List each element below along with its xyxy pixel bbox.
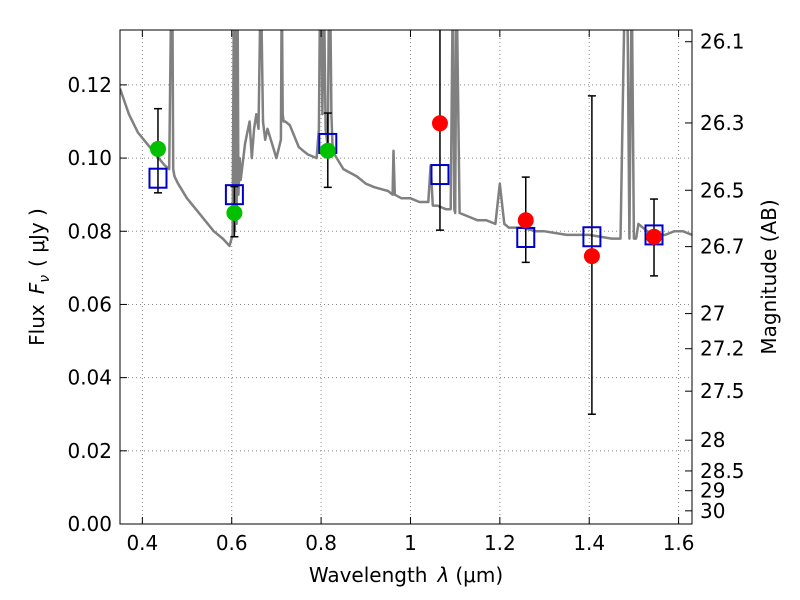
y2-tick-label: 26.5	[700, 178, 745, 202]
x-tick-label: 0.8	[305, 531, 337, 555]
y2-tick-label: 27.5	[700, 379, 745, 403]
plot-frame	[119, 29, 693, 525]
spectrum-line	[120, 30, 692, 248]
y2-tick-label: 27	[700, 302, 725, 326]
y-tick-label: 0.08	[67, 219, 112, 243]
x-axis: 0.4 0.6 0.8 1 1.2 1.4 1.6	[126, 30, 695, 555]
data-point-green	[226, 204, 243, 221]
data-point-red	[517, 212, 534, 229]
data-point-green	[319, 142, 336, 159]
y2-tick-label: 28.5	[700, 459, 745, 483]
data-point-red	[431, 115, 448, 132]
y2-axis-label: Magnitude (AB)	[757, 199, 781, 354]
y-tick-label: 0.10	[67, 146, 112, 170]
x-tick-label: 1	[404, 531, 417, 555]
y-tick-label: 0.06	[67, 292, 112, 316]
data-point-red	[583, 248, 600, 265]
y-axis-label: FluxFν( μJy )	[25, 208, 53, 346]
x-tick-label: 1.2	[484, 531, 516, 555]
y2-tick-label: 26.1	[700, 30, 745, 54]
y2-tick-label: 26.3	[700, 111, 745, 135]
model-square	[582, 226, 602, 248]
y-tick-label: 0.00	[67, 512, 112, 536]
model-spectrum	[120, 30, 692, 248]
y2-tick-label: 30	[700, 499, 725, 523]
x-tick-label: 0.4	[126, 531, 158, 555]
y-tick-label: 0.04	[67, 366, 112, 390]
y2-tick-label: 28	[700, 428, 725, 452]
y-tick-label: 0.12	[67, 73, 112, 97]
data-point-red	[646, 228, 663, 245]
y-tick-label: 0.02	[67, 439, 112, 463]
grid-lines	[120, 30, 692, 525]
x-tick-label: 1.4	[573, 531, 605, 555]
data-point-green	[149, 140, 166, 157]
y2-tick-label: 26.7	[700, 235, 745, 259]
y2-tick-label: 29	[700, 479, 725, 503]
y2-tick-label: 27.2	[700, 337, 745, 361]
x-axis-label: Wavelength λ (μm)	[309, 563, 503, 587]
x-tick-label: 0.6	[216, 531, 248, 555]
data-points	[148, 30, 664, 415]
model-square	[224, 184, 244, 206]
y-axis-left: 0.00 0.02 0.04 0.06 0.08 0.10 0.12	[67, 73, 127, 536]
model-square	[148, 167, 168, 189]
model-square	[430, 164, 450, 186]
x-tick-label: 1.6	[663, 531, 695, 555]
